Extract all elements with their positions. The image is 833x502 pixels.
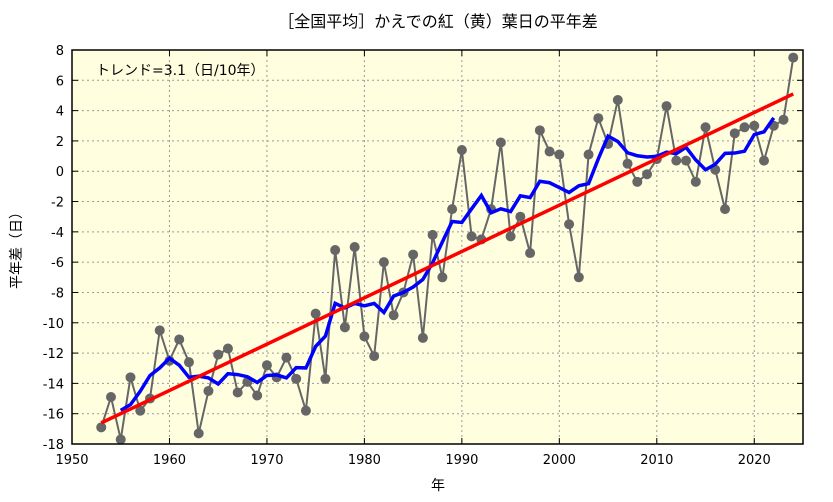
data-point [700,122,711,133]
data-point [330,245,341,256]
data-point [349,242,360,252]
data-point [339,322,350,333]
data-point [193,428,204,439]
data-point [281,352,292,363]
y-tick-label: 4 [56,105,64,120]
data-point [359,331,370,342]
data-point [96,422,107,433]
data-point [778,114,789,125]
y-tick-label: -12 [43,347,64,362]
data-point [417,332,428,343]
y-tick-label: 6 [56,74,64,89]
x-tick-label: 2010 [640,453,673,468]
y-tick-label: 0 [56,165,64,180]
data-point [252,390,263,401]
y-tick-label: -18 [43,438,64,453]
x-tick-label: 1990 [445,453,478,468]
data-point [388,310,399,321]
chart-title: ［全国平均］かえでの紅（黄）葉日の平年差 [278,12,598,31]
data-point [222,343,233,354]
axis-ticks: 1950 1960 1970 1980 1990 2000 2010 2020 -18 -16 -1… [43,44,803,468]
data-point [544,146,555,157]
data-point [183,357,194,368]
x-tick-label: 2020 [738,453,771,468]
y-tick-label: -8 [51,286,64,301]
x-tick-label: 1950 [55,453,88,468]
data-point [495,137,506,148]
data-point [310,308,321,319]
y-tick-label: -10 [43,317,64,332]
data-point [105,392,116,403]
data-point [261,360,272,371]
data-point [749,120,760,131]
data-point [456,145,467,156]
plot-frame [71,49,804,445]
x-tick-label: 1970 [250,453,283,468]
data-point [661,101,672,112]
data-point [788,52,799,63]
y-tick-label: -14 [43,377,64,392]
y-tick-label: 2 [56,135,64,150]
data-point [213,349,224,360]
data-point [622,158,633,169]
x-tick-label: 1980 [348,453,381,468]
data-point [681,155,692,166]
data-point [759,155,770,166]
data-point [125,372,136,383]
series [96,52,799,445]
data-point [525,248,536,259]
data-point [378,257,389,268]
data-point [671,155,682,166]
data-point [369,351,380,362]
data-point [632,176,643,187]
data-point [690,176,701,187]
data-point [232,387,243,398]
x-tick-label: 2000 [543,453,576,468]
y-axis-label: 平年差（日） [9,205,25,289]
x-tick-label: 1960 [153,453,186,468]
y-tick-label: -2 [51,196,64,211]
data-point [593,113,604,124]
data-point [642,169,653,180]
data-point [427,229,438,240]
data-point [720,204,731,215]
data-point [515,211,526,222]
data-point [729,128,740,139]
trend-annotation: トレンド=3.1（日/10年） [96,63,265,79]
x-axis-label: 年 [431,478,445,494]
y-tick-label: -16 [43,408,64,423]
data-point [300,405,311,416]
data-point [203,385,214,396]
grid [72,50,803,444]
data-point [320,373,331,384]
data-point [505,231,516,242]
data-point [447,204,458,215]
data-point [554,149,565,160]
data-point [534,125,545,136]
y-tick-label: 8 [56,44,64,59]
data-point [174,334,185,345]
data-point [154,325,165,336]
data-point [573,272,584,283]
data-point [739,122,750,133]
data-point [291,373,302,384]
y-tick-label: -4 [51,226,64,241]
data-point [612,95,623,106]
data-point [583,149,594,160]
data-point [466,231,477,242]
y-tick-label: -6 [51,256,64,271]
trend-line [100,92,795,425]
data-point [408,249,419,260]
data-point [115,434,126,445]
running-mean-line [119,116,776,412]
data-point [135,405,146,416]
data-point [564,219,575,230]
data-point [437,272,448,283]
